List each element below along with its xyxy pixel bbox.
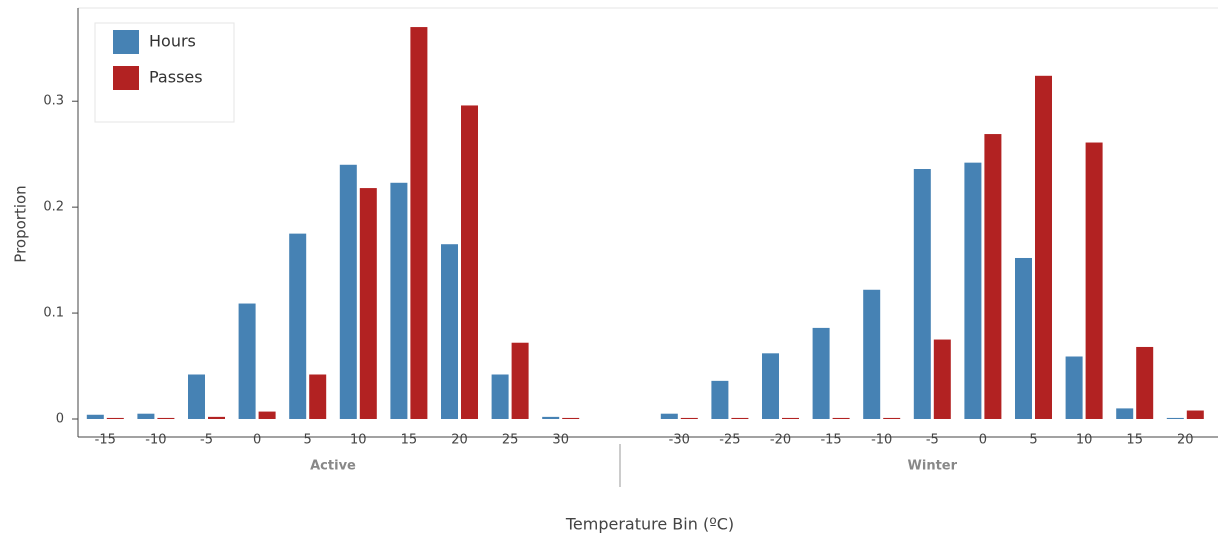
bar bbox=[1166, 417, 1184, 419]
x-tick-label: 30 bbox=[552, 433, 569, 448]
x-tick-label: -5 bbox=[200, 433, 213, 448]
bar bbox=[1085, 142, 1103, 419]
bar bbox=[258, 411, 276, 419]
bar bbox=[731, 417, 749, 419]
x-tick-label: 20 bbox=[1177, 433, 1194, 448]
bar bbox=[441, 244, 458, 419]
bar bbox=[1136, 346, 1154, 419]
bar bbox=[1065, 356, 1083, 419]
bar bbox=[984, 134, 1002, 419]
bar bbox=[410, 27, 428, 419]
bar bbox=[157, 417, 175, 419]
bar bbox=[562, 417, 580, 419]
x-tick-label: 0 bbox=[979, 433, 987, 448]
legend-label: Hours bbox=[149, 32, 196, 51]
x-tick-label: -10 bbox=[871, 433, 892, 448]
x-tick-label: -25 bbox=[719, 433, 740, 448]
x-tick-label: 5 bbox=[304, 433, 312, 448]
bar bbox=[208, 416, 225, 419]
x-tick-label: 15 bbox=[401, 433, 418, 448]
x-tick-label: -5 bbox=[926, 433, 939, 448]
group-label: Winter bbox=[908, 459, 958, 474]
bar bbox=[359, 188, 377, 419]
bar bbox=[339, 164, 357, 419]
bar bbox=[238, 303, 256, 419]
bar bbox=[782, 417, 799, 419]
bar bbox=[1186, 410, 1204, 419]
bar bbox=[86, 414, 104, 419]
legend-swatch bbox=[113, 30, 139, 54]
x-tick-label: 10 bbox=[1076, 433, 1093, 448]
bar bbox=[542, 416, 560, 419]
bar bbox=[762, 353, 779, 419]
x-tick-label: -10 bbox=[145, 433, 166, 448]
bar bbox=[832, 417, 850, 419]
bar bbox=[309, 374, 327, 419]
bar bbox=[883, 417, 901, 419]
bar bbox=[711, 380, 729, 419]
x-tick-label: 5 bbox=[1029, 433, 1037, 448]
y-tick-label: 0.3 bbox=[43, 94, 64, 109]
x-tick-label: -15 bbox=[95, 433, 116, 448]
bar bbox=[680, 417, 698, 419]
legend-swatch bbox=[113, 66, 139, 90]
bar bbox=[1035, 75, 1052, 419]
bar bbox=[491, 374, 509, 419]
x-tick-label: 20 bbox=[451, 433, 468, 448]
x-tick-label: 15 bbox=[1126, 433, 1143, 448]
bar bbox=[933, 339, 951, 419]
bar bbox=[964, 162, 982, 419]
bar bbox=[461, 105, 478, 419]
bar bbox=[188, 374, 205, 419]
y-tick-label: 0.1 bbox=[43, 306, 64, 321]
y-tick-label: 0.2 bbox=[43, 200, 64, 215]
x-tick-label: 25 bbox=[502, 433, 519, 448]
bar bbox=[1015, 257, 1032, 419]
bar bbox=[913, 169, 931, 419]
bar bbox=[511, 342, 529, 419]
bar bbox=[660, 413, 678, 419]
bar bbox=[289, 233, 307, 419]
bar bbox=[390, 182, 408, 419]
x-tick-label: 0 bbox=[253, 433, 261, 448]
bar bbox=[863, 289, 881, 419]
x-tick-label: 10 bbox=[350, 433, 367, 448]
y-axis-label: Proportion bbox=[12, 185, 30, 262]
bar bbox=[137, 413, 155, 419]
x-tick-label: -20 bbox=[770, 433, 791, 448]
bar bbox=[812, 327, 830, 419]
bar bbox=[106, 417, 124, 419]
x-tick-label: -30 bbox=[669, 433, 690, 448]
y-tick-label: 0 bbox=[56, 411, 64, 426]
bar bbox=[1116, 408, 1134, 419]
legend-label: Passes bbox=[149, 68, 203, 87]
group-label: Active bbox=[310, 459, 356, 474]
x-axis-label: Temperature Bin (ºC) bbox=[565, 515, 734, 534]
x-tick-label: -15 bbox=[820, 433, 841, 448]
